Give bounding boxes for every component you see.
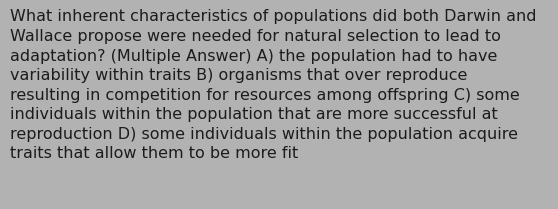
Text: What inherent characteristics of populations did both Darwin and
Wallace propose: What inherent characteristics of populat… [10, 9, 537, 161]
